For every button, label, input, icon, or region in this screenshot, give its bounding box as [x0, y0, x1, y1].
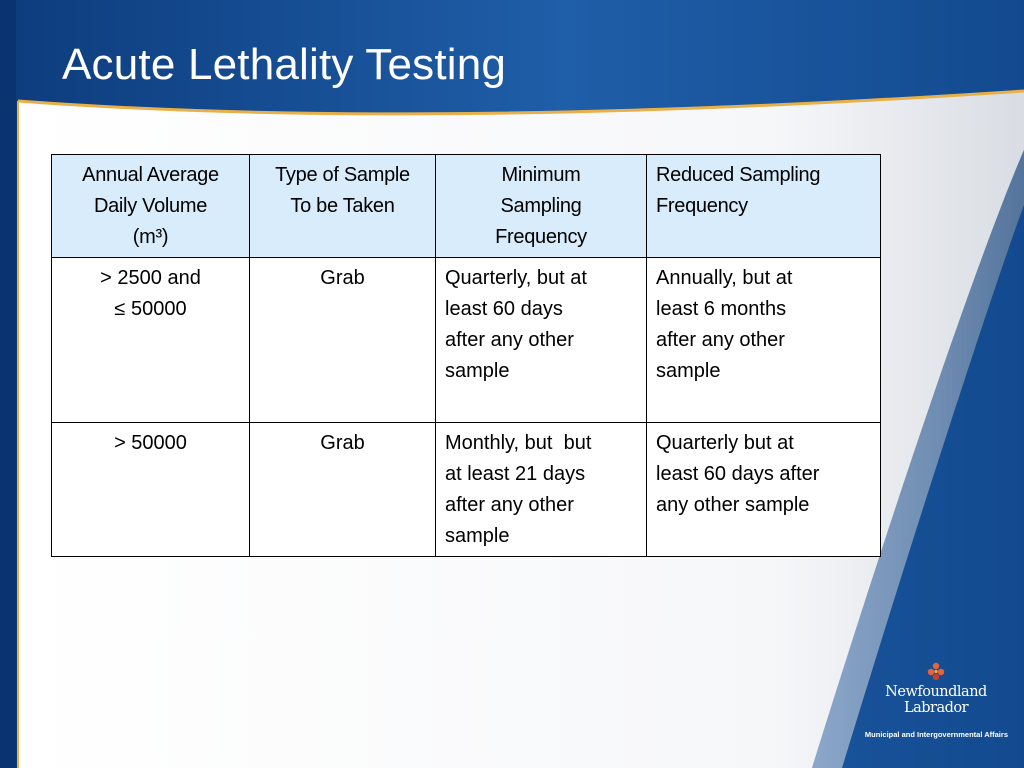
- header-line: Reduced Sampling: [656, 164, 821, 186]
- cell-reduced-frequency: Quarterly but at least 60 days after any…: [646, 422, 881, 557]
- cell-line: Monthly, but but: [445, 432, 592, 454]
- header-line: Annual Average: [82, 164, 219, 186]
- header-line: Minimum: [501, 164, 581, 186]
- cell-minimum-frequency: Quarterly, but at least 60 days after an…: [435, 257, 647, 423]
- cell-line: > 50000: [114, 432, 187, 454]
- table-row: > 2500 and ≤ 50000 Grab Quarterly, but a…: [51, 257, 881, 423]
- table-row: > 50000 Grab Monthly, but but at least 2…: [51, 422, 881, 557]
- cell-minimum-frequency: Monthly, but but at least 21 days after …: [435, 422, 647, 557]
- cell-line: at least 21 days: [445, 463, 586, 485]
- header-reduced-sampling-frequency: Reduced Sampling Frequency: [646, 154, 881, 258]
- cell-reduced-frequency: Annually, but at least 6 months after an…: [646, 257, 881, 423]
- cell-line: after any other: [445, 494, 574, 516]
- sampling-table-wrapper: Annual Average Daily Volume (m³) Type of…: [51, 154, 881, 557]
- header-minimum-sampling-frequency: Minimum Sampling Frequency: [435, 154, 647, 258]
- page-curl: [812, 150, 1024, 768]
- cell-line: least 60 days: [445, 298, 563, 320]
- cell-line: Quarterly but at: [656, 432, 794, 454]
- header-annual-average-daily-volume: Annual Average Daily Volume (m³): [51, 154, 250, 258]
- logo-wordmark: Newfoundland Labrador: [856, 684, 1016, 716]
- logo-tagline: Municipal and Intergovernmental Affairs: [864, 730, 1008, 739]
- cell-sample-type: Grab: [249, 422, 436, 557]
- header-line: Frequency: [656, 195, 748, 217]
- cell-line: Annually, but at: [656, 267, 793, 289]
- cell-line: after any other: [445, 329, 574, 351]
- header-type-of-sample: Type of Sample To be Taken: [249, 154, 436, 258]
- left-edge-strip: [0, 0, 16, 768]
- cell-line: sample: [445, 360, 510, 382]
- cell-volume: > 2500 and ≤ 50000: [51, 257, 250, 423]
- header-line: (m³): [132, 226, 169, 248]
- cell-line: after any other: [656, 329, 785, 351]
- cell-line: > 2500 and: [100, 267, 201, 289]
- cell-line: sample: [445, 525, 510, 547]
- cell-volume: > 50000: [51, 422, 250, 557]
- cell-line: least 6 months: [656, 298, 787, 320]
- cell-line: Quarterly, but at: [445, 267, 587, 289]
- logo-name-line-1: Newfoundland: [885, 684, 987, 700]
- sampling-frequency-table: Annual Average Daily Volume (m³) Type of…: [51, 154, 881, 557]
- header-line: Type of Sample: [275, 164, 410, 186]
- logo-name-line-2: Labrador: [903, 700, 969, 716]
- gold-accent-line: [17, 89, 1024, 116]
- table-header-row: Annual Average Daily Volume (m³) Type of…: [51, 154, 881, 258]
- cell-line: least 60 days after: [656, 463, 820, 485]
- header-line: To be Taken: [290, 195, 395, 217]
- slide-title: Acute Lethality Testing: [62, 40, 507, 89]
- cell-sample-type: Grab: [249, 257, 436, 423]
- cell-line: ≤ 50000: [114, 298, 187, 320]
- newfoundland-labrador-logo: Newfoundland Labrador Municipal and Inte…: [856, 660, 1016, 739]
- pitcher-plant-icon: [927, 662, 945, 681]
- header-line: Frequency: [495, 226, 587, 248]
- header-line: Daily Volume: [93, 195, 208, 217]
- cell-line: sample: [656, 360, 721, 382]
- header-line: Sampling: [500, 195, 582, 217]
- cell-line: any other sample: [656, 494, 810, 516]
